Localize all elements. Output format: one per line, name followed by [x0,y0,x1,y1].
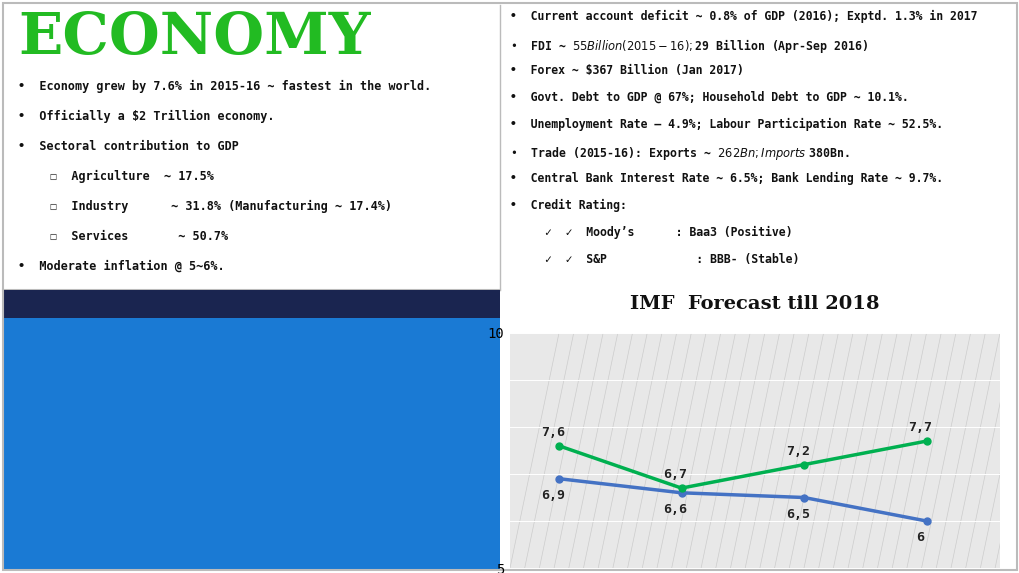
Text: reducing tax avoidance and corruption.: reducing tax avoidance and corruption. [12,532,354,545]
Text: •  Economy grew by 7.6% in 2015-16 ~ fastest in the world.: • Economy grew by 7.6% in 2015-16 ~ fast… [18,80,431,93]
Text: •  Moderate inflation @ 5~6%.: • Moderate inflation @ 5~6%. [18,260,224,273]
Text: 7.6% growth in 2018 and 7.8% growth in 2019.: 7.6% growth in 2018 and 7.8% growth in 2… [12,382,354,395]
Text: 6,6: 6,6 [662,503,687,516]
FancyBboxPatch shape [3,290,499,318]
FancyBboxPatch shape [3,318,499,570]
Text: •  Unemployment Rate – 4.9%; Labour Participation Rate ~ 52.5%.: • Unemployment Rate – 4.9%; Labour Parti… [510,118,943,131]
Text: 6: 6 [915,531,923,544]
Text: 7,6: 7,6 [540,426,565,439]
Text: •  Sectoral contribution to GDP: • Sectoral contribution to GDP [18,140,238,153]
Line: India: India [555,438,929,492]
Text: ✓  ✓  Moody’s      : Baa3 (Positive): ✓ ✓ Moody’s : Baa3 (Positive) [544,226,792,239]
Text: •  Current account deficit ~ 0.8% of GDP (2016); Exptd. 1.3% in 2017: • Current account deficit ~ 0.8% of GDP … [510,10,976,23]
Text: •  Central Bank Interest Rate ~ 6.5%; Bank Lending Rate ~ 9.7%.: • Central Bank Interest Rate ~ 6.5%; Ban… [510,172,943,185]
Text: help lower lending rates, and boosting economic activity.: help lower lending rates, and boosting e… [12,472,489,485]
India [797,461,809,468]
Text: 7,2: 7,2 [785,445,809,458]
China [675,489,687,496]
Text: ☐  Industry      ~ 31.8% (Manufacturing ~ 17.4%): ☐ Industry ~ 31.8% (Manufacturing ~ 17.4… [50,200,391,213]
Text: •  Credit Rating:: • Credit Rating: [510,199,627,212]
Text: •  Officially a $2 Trillion economy.: • Officially a $2 Trillion economy. [18,110,274,123]
Text: 6,9: 6,9 [540,489,565,502]
Line: China: China [555,475,929,524]
Text: •  Govt. Debt to GDP @ 67%; Household Debt to GDP ~ 10.1%.: • Govt. Debt to GDP @ 67%; Household Deb… [510,91,908,104]
China [552,475,565,482]
Text: ECONOMY: ECONOMY [18,10,370,66]
Text: ☐  World Bank: India’s growth for 2016-17 fiscal ~ “still robust” @: ☐ World Bank: India’s growth for 2016-17… [12,322,489,335]
Text: 6,5: 6,5 [785,508,809,521]
China [797,494,809,501]
Text: 7,7: 7,7 [908,421,931,434]
Text: ☐  Moody’s: Strengthen India’s institutional framework by: ☐ Moody’s: Strengthen India’s institutio… [12,502,461,515]
India [919,438,931,445]
Text: •  Population @ 1.25 billion: • Population @ 1.25 billion [18,290,217,303]
India [552,442,565,449]
China [919,517,931,524]
India [675,485,687,492]
Text: IMF  Forecast till 2018: IMF Forecast till 2018 [630,295,878,313]
Text: 6,7: 6,7 [662,468,687,481]
Text: 7% despite demonetisation…India will regain momentum with: 7% despite demonetisation…India will reg… [12,352,446,365]
Text: ✓  ✓  S&P             : BBB- (Stable): ✓ ✓ S&P : BBB- (Stable) [544,253,799,266]
Text: ☐  World Bank: Aid liquidity expansion in the banking system;: ☐ World Bank: Aid liquidity expansion in… [12,442,489,455]
Text: Economic Forecast: Economic Forecast [179,297,322,311]
Text: •  Trade (2015-16): Exports ~ $262Bn; Imports ~ $380Bn.: • Trade (2015-16): Exports ~ $262Bn; Imp… [510,145,849,162]
Text: •  FDI ~ $55 Billion (2015-16); $29 Billion (Apr-Sep 2016): • FDI ~ $55 Billion (2015-16); $29 Billi… [510,37,867,55]
Text: •  Forex ~ $367 Billion (Jan 2017): • Forex ~ $367 Billion (Jan 2017) [510,64,743,77]
Text: ☐  Agriculture  ~ 17.5%: ☐ Agriculture ~ 17.5% [50,170,214,183]
Text: ☐  Services       ~ 50.7%: ☐ Services ~ 50.7% [50,230,228,243]
Text: ☐  Demonetisation Impact:: ☐ Demonetisation Impact: [12,412,190,425]
